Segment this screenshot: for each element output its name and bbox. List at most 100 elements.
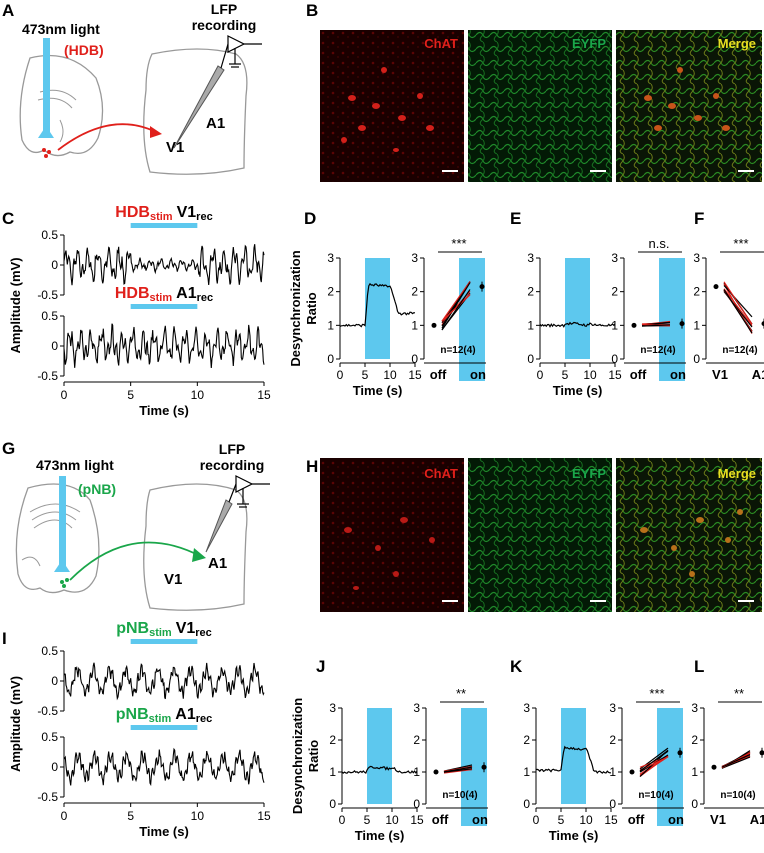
stim-window <box>365 258 390 359</box>
trace-title-1: HDBstim V1rec <box>115 204 212 223</box>
x-axis-label: Time (s) <box>353 383 403 398</box>
mean-point <box>629 769 635 775</box>
y-tick-label: 0 <box>413 797 420 811</box>
chat-label-top: ChAT <box>424 36 458 51</box>
n-label: n=10(4) <box>720 790 755 801</box>
lfp-trace <box>63 244 265 286</box>
y-tick-label: 3 <box>523 701 530 715</box>
n-label: n=12(4) <box>722 345 757 356</box>
panel-label-j: J <box>316 657 325 676</box>
category-label: A1 <box>750 812 764 827</box>
y-tick-label: 3 <box>609 701 616 715</box>
pair-line <box>723 281 753 325</box>
category-label: on <box>668 812 684 827</box>
stim-window <box>561 708 586 804</box>
y-tick-label: 2 <box>411 285 418 299</box>
stim-bar <box>130 639 198 644</box>
y-axis-label-2: Ratio <box>304 292 319 325</box>
x-tick-label: 10 <box>583 368 597 382</box>
lfp-label-top: LFP <box>211 1 237 17</box>
merge-label-bottom: Merge <box>718 466 756 481</box>
x-tick-label: 10 <box>579 813 593 827</box>
x-tick-label: 5 <box>364 813 371 827</box>
chat-cells-top <box>341 67 434 152</box>
x-tick-label: 15 <box>608 368 622 382</box>
y-tick-label: 2 <box>693 285 700 299</box>
y-tick-label: 2 <box>329 733 336 747</box>
y-tick-label: 0 <box>329 797 336 811</box>
panel-label-f: F <box>694 209 704 228</box>
y-tick-label: 0.5 <box>41 228 58 242</box>
lfp-label-bottom: LFP <box>219 441 245 457</box>
category-label: off <box>628 812 645 827</box>
schematic-bottom: 473nm light (pNB) A1 V1 LFP recording <box>15 441 270 611</box>
trace-title-2: HDBstim A1rec <box>115 285 213 304</box>
mean-point <box>433 769 439 775</box>
target-label-bottom: A1 <box>208 555 227 572</box>
y-tick-label: 2 <box>691 733 698 747</box>
y-axis-label-1: Desynchronization <box>290 698 305 814</box>
x-axis-label: Time (s) <box>553 383 603 398</box>
y-tick-label: 2 <box>523 733 530 747</box>
mean-point <box>761 321 764 327</box>
y-tick-label: 2 <box>609 733 616 747</box>
category-label: off <box>432 812 449 827</box>
merge-cells-top <box>644 67 730 131</box>
pair-line <box>721 756 751 769</box>
y-tick-label: 0 <box>411 352 418 366</box>
y-tick-label: 1 <box>693 318 700 332</box>
x-tick-label: 15 <box>257 388 271 402</box>
y-tick-label: 0 <box>523 797 530 811</box>
mean-point <box>631 322 637 328</box>
n-label: n=10(4) <box>442 790 477 801</box>
y-tick-label: -0.5 <box>37 288 58 302</box>
stim-column <box>459 258 485 381</box>
y-tick-label: 1 <box>611 318 618 332</box>
category-label: V1 <box>710 812 726 827</box>
category-label: A1 <box>752 367 764 382</box>
y-tick-label: 3 <box>611 251 618 265</box>
pair-line <box>721 753 751 768</box>
x-tick-label: 15 <box>408 368 422 382</box>
category-label: off <box>630 367 647 382</box>
x-tick-label: 15 <box>410 813 424 827</box>
mean-point <box>711 764 717 770</box>
significance-label: ** <box>734 686 744 701</box>
x-tick-label: 0 <box>533 813 540 827</box>
micrographs-bottom: ChAT EYFP Merge <box>320 458 762 612</box>
y-tick-label: 0 <box>327 352 334 366</box>
lfp-trace <box>63 323 265 369</box>
light-label-bottom: 473nm light <box>36 457 114 473</box>
y-axis-label: Amplitude (mV) <box>8 257 23 353</box>
x-axis-label: Time (s) <box>355 828 405 843</box>
chat-label-bottom: ChAT <box>424 466 458 481</box>
micrograph-merge-bottom <box>616 458 762 612</box>
pair-line <box>641 324 671 327</box>
y-tick-label: 2 <box>611 285 618 299</box>
stim-window <box>367 708 392 804</box>
trace-title-1: pNBstim V1rec <box>116 620 212 639</box>
pair-line <box>441 282 471 329</box>
y-tick-label: 0.5 <box>41 309 58 323</box>
x-axis-label: Time (s) <box>139 824 189 839</box>
y-tick-label: 1 <box>691 765 698 779</box>
desync-l: 3 2 1 0 n=10(4) ** V1 A1 <box>691 686 764 827</box>
desync-line <box>539 321 616 328</box>
stim-window <box>565 258 590 359</box>
other-label-bottom: V1 <box>164 571 182 588</box>
y-tick-label: 1 <box>523 765 530 779</box>
y-tick-label: 3 <box>329 701 336 715</box>
y-tick-label: 1 <box>527 318 534 332</box>
y-tick-label: 0 <box>691 797 698 811</box>
x-tick-label: 15 <box>257 809 271 823</box>
lfp-trace <box>63 747 265 787</box>
target-label-top: V1 <box>166 139 184 156</box>
y-tick-label: 0 <box>51 258 58 272</box>
panel-label-l: L <box>694 657 704 676</box>
recording-label-top: recording <box>192 17 257 33</box>
